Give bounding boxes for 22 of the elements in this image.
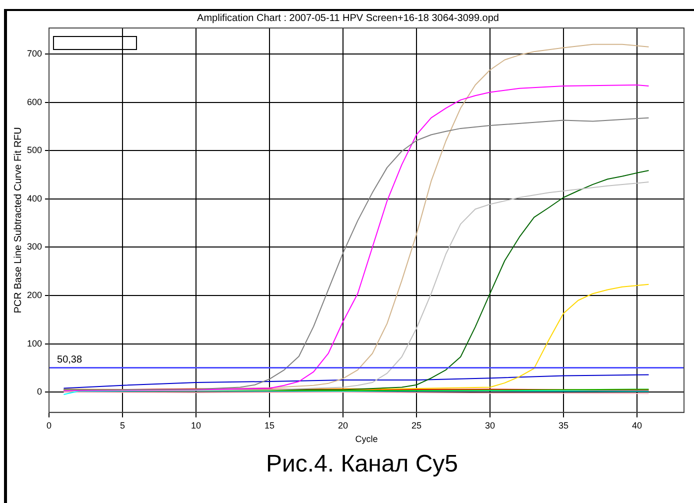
x-tick-label: 30 [484,420,495,430]
x-axis-title: Cycle [355,434,378,444]
x-tick-label: 15 [264,420,275,430]
x-tick-label: 25 [411,420,422,430]
x-tick-label: 0 [46,420,52,430]
x-tick-label: 10 [190,420,202,430]
y-tick-label: 200 [26,290,42,300]
chart-title: Amplification Chart : 2007-05-11 HPV Screen+16-18 3064-3099.opd [197,12,499,24]
y-tick-label: 300 [26,242,42,252]
text: Рис.4. Канал Cy5 [266,450,458,478]
x-tick-label: 5 [120,420,126,430]
y-tick-label: 500 [26,145,42,156]
ref-line-label: 50,38 [57,354,82,366]
y-tick-label: 400 [26,193,42,204]
x-tick-label: 40 [632,420,642,430]
y-tick-label: 100 [26,338,42,348]
x-tick-label: 35 [558,420,568,430]
x-tick-label: 20 [338,420,348,430]
y-tick-label: 600 [26,96,42,107]
y-tick-label: 700 [26,48,42,59]
y-axis-title: PCR Base Line Subtracted Curve Fit RFU [12,127,24,314]
y-tick-label: 0 [37,386,42,397]
